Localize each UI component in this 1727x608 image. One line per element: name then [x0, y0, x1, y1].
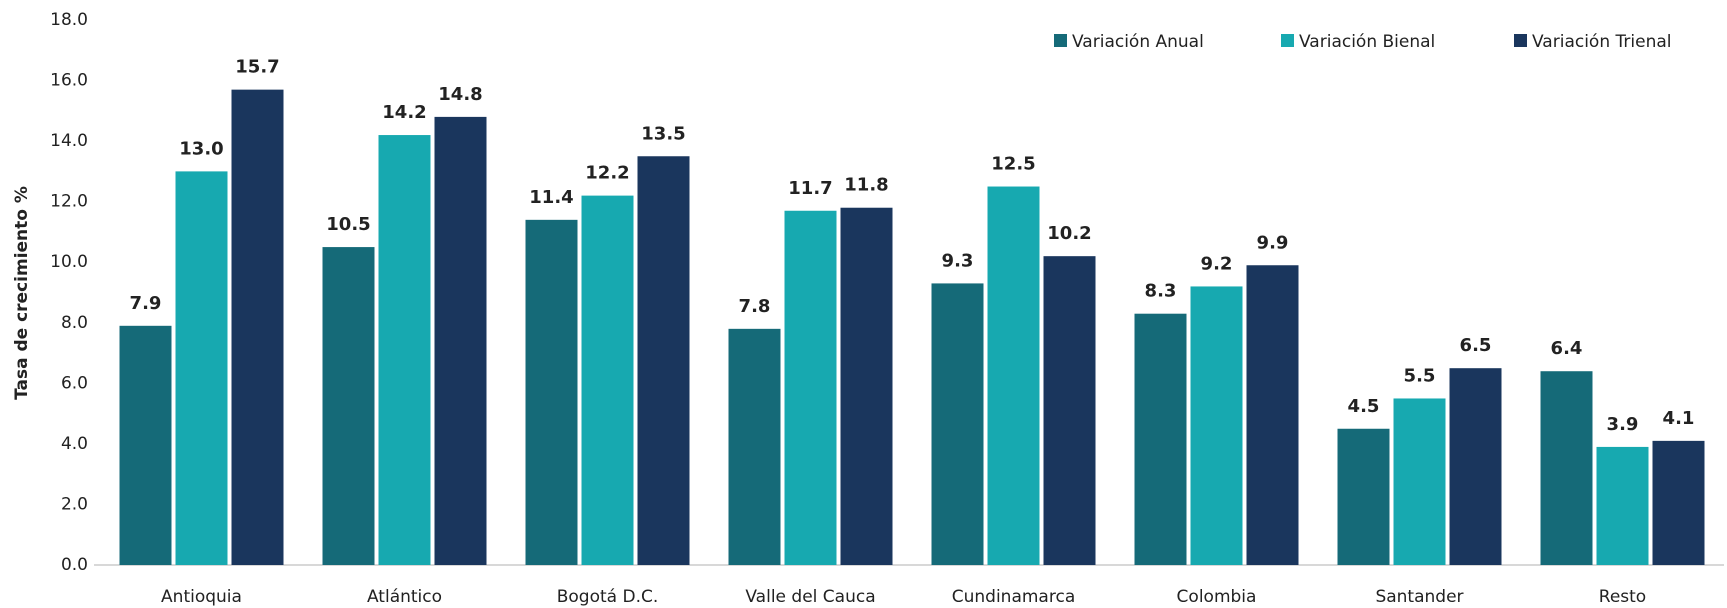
bar [1652, 440, 1705, 565]
x-tick-label: Bogotá D.C. [557, 587, 659, 607]
value-label: 12.5 [991, 154, 1035, 175]
legend-swatch [1514, 34, 1527, 47]
y-axis-label: Tasa de crecimiento % [12, 186, 32, 400]
value-label: 5.5 [1404, 365, 1436, 386]
x-tick-label: Atlántico [367, 587, 442, 607]
value-label: 7.8 [739, 296, 771, 317]
bar [840, 207, 893, 565]
value-label: 12.2 [585, 163, 629, 184]
bar [931, 283, 984, 565]
bar [1540, 371, 1593, 565]
bar [175, 171, 228, 565]
bar [784, 210, 837, 565]
y-tick-label: 6.0 [61, 373, 88, 393]
bar [434, 116, 487, 565]
legend-label: Variación Bienal [1299, 32, 1435, 52]
value-label: 7.9 [130, 293, 162, 314]
legend-swatch [1054, 34, 1067, 47]
bar [322, 247, 375, 566]
value-label: 6.4 [1551, 338, 1583, 359]
value-label: 8.3 [1145, 281, 1177, 302]
y-tick-label: 12.0 [50, 192, 88, 212]
bar [728, 328, 781, 565]
value-label: 11.7 [788, 178, 832, 199]
x-tick-label: Valle del Cauca [745, 587, 875, 607]
value-label: 10.5 [326, 214, 370, 235]
bar [637, 156, 690, 565]
value-label: 9.2 [1201, 253, 1233, 274]
y-tick-label: 16.0 [50, 71, 88, 91]
bar [1393, 398, 1446, 565]
x-tick-label: Antioquia [161, 587, 242, 607]
value-label: 10.2 [1047, 223, 1091, 244]
bar [525, 219, 578, 566]
x-tick-label: Cundinamarca [952, 587, 1075, 607]
y-tick-label: 2.0 [61, 494, 88, 514]
y-tick-label: 0.0 [61, 555, 88, 575]
y-tick-label: 4.0 [61, 434, 88, 454]
y-tick-label: 18.0 [50, 10, 88, 30]
legend-label: Variación Trienal [1532, 32, 1671, 52]
value-label: 9.3 [942, 250, 974, 271]
y-tick-label: 14.0 [50, 131, 88, 151]
value-label: 9.9 [1257, 232, 1289, 253]
value-label: 14.2 [382, 102, 426, 123]
value-label: 15.7 [235, 57, 279, 78]
bar [1134, 313, 1187, 565]
bar [987, 186, 1040, 565]
y-tick-label: 10.0 [50, 252, 88, 272]
bar [1596, 446, 1649, 565]
bar [1337, 428, 1390, 565]
x-tick-label: Santander [1375, 587, 1463, 607]
bar [231, 89, 284, 565]
value-label: 14.8 [438, 84, 482, 105]
legend-label: Variación Anual [1072, 32, 1204, 52]
value-label: 4.1 [1663, 408, 1695, 429]
value-label: 11.8 [844, 175, 888, 196]
bar [1043, 256, 1096, 565]
bar [119, 325, 172, 565]
value-label: 3.9 [1607, 414, 1639, 435]
bar [1190, 286, 1243, 565]
value-label: 13.0 [179, 138, 223, 159]
value-label: 4.5 [1348, 396, 1380, 417]
bar [581, 195, 634, 565]
bar [1246, 265, 1299, 565]
legend-swatch [1281, 34, 1294, 47]
value-label: 13.5 [641, 123, 685, 144]
x-tick-label: Resto [1599, 587, 1646, 607]
value-label: 11.4 [529, 187, 573, 208]
bar [1449, 368, 1502, 565]
bar [378, 135, 431, 566]
value-label: 6.5 [1460, 335, 1492, 356]
y-tick-label: 8.0 [61, 313, 88, 333]
x-tick-label: Colombia [1177, 587, 1257, 607]
